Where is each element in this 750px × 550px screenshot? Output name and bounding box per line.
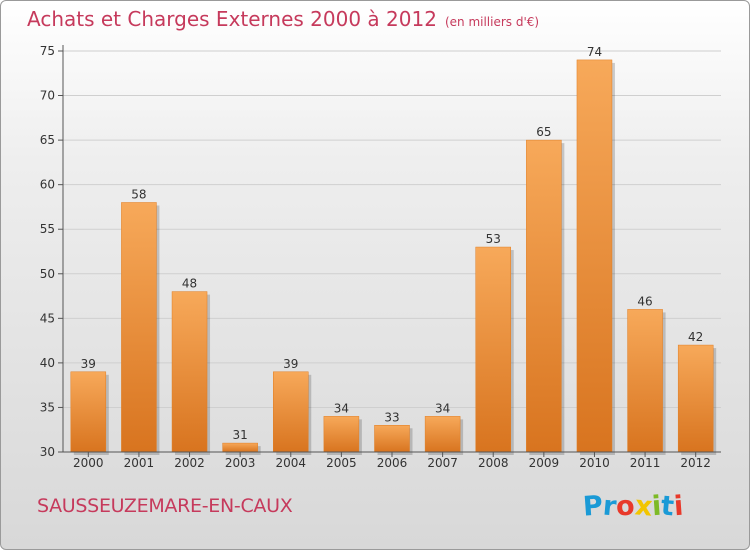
data-label: 46 — [637, 294, 652, 308]
data-label: 34 — [435, 401, 450, 415]
data-label: 65 — [536, 125, 551, 139]
data-label: 53 — [486, 232, 501, 246]
bar-2001 — [121, 202, 157, 453]
y-tick-label: 75 — [40, 44, 55, 58]
data-label: 48 — [182, 277, 197, 291]
y-tick-label: 70 — [40, 89, 55, 103]
x-tick-label: 2010 — [579, 456, 610, 470]
data-label: 39 — [81, 357, 96, 371]
chart-title: Achats et Charges Externes 2000 à 2012 (e… — [27, 7, 539, 31]
x-tick-label: 2011 — [630, 456, 661, 470]
data-label: 74 — [587, 45, 602, 59]
x-tick-label: 2008 — [478, 456, 509, 470]
grid-lines — [63, 50, 721, 408]
logo-letter: i — [673, 490, 685, 523]
bar-2012 — [677, 344, 714, 453]
chart-subtitle: (en milliers d'€) — [444, 15, 540, 29]
x-tick-label: 2009 — [529, 456, 560, 470]
bar-2011 — [627, 309, 663, 453]
x-tick-label: 2005 — [326, 456, 357, 470]
bar-2002 — [171, 291, 208, 453]
y-tick-label: 30 — [40, 445, 55, 459]
x-tick-label: 2007 — [427, 456, 458, 470]
x-tick-label: 2002 — [174, 456, 205, 470]
y-tick-label: 50 — [40, 267, 55, 281]
chart-title-text: Achats et Charges Externes 2000 à 2012 — [27, 7, 437, 31]
bar-2000 — [70, 371, 107, 453]
x-tick-label: 2012 — [680, 456, 711, 470]
x-tick-label: 2006 — [377, 456, 408, 470]
bar-2008 — [475, 246, 511, 453]
y-tick-label: 40 — [40, 356, 55, 370]
data-label: 58 — [131, 187, 146, 201]
data-label: 39 — [283, 357, 298, 371]
y-tick-label: 65 — [40, 133, 55, 147]
data-label: 31 — [233, 428, 248, 442]
commune-name: SAUSSEUZEMARE-EN-CAUX — [37, 495, 293, 517]
bar-2009 — [526, 139, 562, 453]
bar-2006 — [374, 425, 410, 453]
bar-2005 — [323, 416, 360, 453]
y-tick-label: 35 — [40, 400, 55, 414]
bar-2003 — [222, 442, 258, 453]
x-tick-label: 2001 — [124, 456, 155, 470]
bars: 39 58 48 31 39 34 33 34 53 65 74 46 42 — [70, 45, 717, 456]
bar-2010 — [576, 59, 613, 453]
axes: 30 35 40 45 50 55 60 65 70 75 2000 2001 2002 2003 2004… — [40, 44, 721, 470]
bar-2007 — [424, 416, 461, 453]
y-tick-label: 45 — [40, 311, 55, 325]
x-tick-label: 2000 — [73, 456, 104, 470]
data-label: 42 — [688, 330, 703, 344]
data-label: 33 — [384, 410, 399, 424]
y-tick-label: 55 — [40, 222, 55, 236]
x-tick-label: 2004 — [275, 456, 306, 470]
logo-letter: P — [581, 490, 604, 523]
y-tick-label: 60 — [40, 178, 55, 192]
logo-letter: o — [615, 490, 636, 523]
bar-2004 — [273, 371, 309, 453]
data-label: 34 — [334, 401, 349, 415]
proxiti-logo: Proxiti — [581, 490, 685, 523]
x-tick-label: 2003 — [225, 456, 256, 470]
